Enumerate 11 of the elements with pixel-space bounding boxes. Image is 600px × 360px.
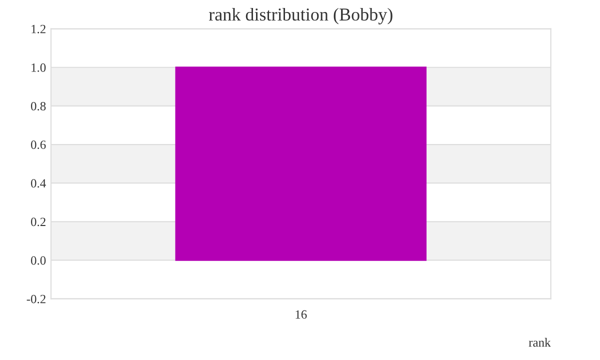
chart-title: rank distribution (Bobby) [208,8,392,24]
y-tick-label: 0.8 [30,102,46,110]
x-axis-title: rank [528,338,551,347]
y-tick-label: -0.2 [26,294,46,304]
y-tick-label: 0.6 [30,140,46,150]
y-tick-label: 0.0 [30,256,46,265]
y-tick-label: 1.2 [32,24,46,34]
x-tick-label: 16 [296,310,307,319]
y-tick-label: 0.4 [30,179,46,188]
y-tick-label: 1.0 [32,63,46,72]
y-tick-label: 0.2 [30,218,46,226]
